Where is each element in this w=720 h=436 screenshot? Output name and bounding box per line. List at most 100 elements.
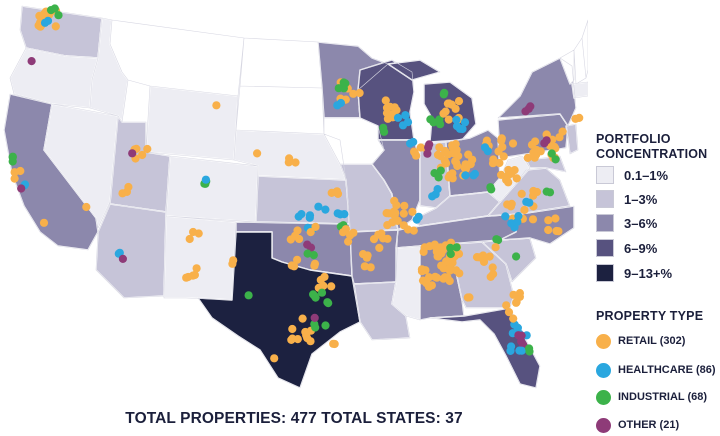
- property-marker-58: [291, 158, 300, 167]
- state-sd: [235, 85, 325, 135]
- property-marker-246: [494, 236, 503, 245]
- property-marker-152: [448, 174, 457, 183]
- property-marker-211: [551, 155, 560, 164]
- property-marker-415: [293, 255, 302, 264]
- property-type-industrial: INDUSTRIAL (68): [596, 388, 707, 406]
- property-marker-325: [419, 247, 428, 256]
- property-type-label: INDUSTRIAL (68): [618, 391, 708, 403]
- property-marker-83: [382, 103, 392, 112]
- state-wy: [145, 85, 239, 161]
- property-marker-417: [287, 261, 296, 270]
- property-marker-240: [544, 225, 553, 235]
- property-marker-247: [511, 252, 521, 261]
- retail-dot-icon: [596, 333, 611, 349]
- property-marker-261: [382, 209, 391, 218]
- property-marker-250: [399, 221, 408, 230]
- property-marker-291: [311, 222, 320, 231]
- property-marker-268: [400, 201, 409, 210]
- property-marker-386: [509, 314, 518, 323]
- property-marker-201: [527, 140, 537, 149]
- property-marker-353: [446, 243, 455, 252]
- property-marker-160: [428, 192, 437, 201]
- property-marker-165: [497, 136, 506, 145]
- property-marker-108: [444, 115, 453, 124]
- property-marker-398: [324, 299, 333, 308]
- property-marker-304: [362, 253, 371, 262]
- property-marker-305: [375, 243, 384, 252]
- property-marker-347: [451, 266, 461, 275]
- property-marker-99: [436, 120, 445, 129]
- property-marker-299: [341, 225, 350, 234]
- property-marker-396: [310, 291, 319, 300]
- property-marker-270: [390, 196, 399, 205]
- property-marker-95: [412, 151, 421, 160]
- property-marker-42: [118, 254, 127, 263]
- concentration-level-5: 9–13+%: [596, 263, 672, 283]
- property-marker-66: [355, 88, 364, 98]
- property-marker-408: [288, 334, 297, 343]
- property-marker-29: [39, 218, 49, 227]
- property-marker-421: [228, 259, 237, 268]
- property-marker-226: [503, 200, 512, 209]
- other-dot-icon: [596, 417, 611, 433]
- property-marker-262: [383, 221, 392, 230]
- concentration-title-line-1: PORTFOLIO: [596, 132, 671, 146]
- concentration-swatch: [596, 166, 614, 184]
- concentration-level-4: 6–9%: [596, 238, 657, 258]
- property-marker-213: [555, 133, 564, 142]
- property-marker-140: [441, 146, 450, 156]
- property-marker-383: [507, 342, 516, 351]
- property-marker-237: [532, 187, 542, 197]
- property-marker-367: [511, 298, 521, 307]
- concentration-level-3: 3–6%: [596, 213, 657, 233]
- portfolio-totals: TOTAL PROPERTIES: 477 TOTAL STATES: 37: [0, 410, 588, 428]
- property-marker-161: [433, 185, 442, 194]
- property-marker-286: [305, 211, 315, 220]
- property-marker-358: [485, 252, 494, 261]
- property-marker-216: [526, 102, 535, 111]
- property-marker-143: [461, 160, 470, 169]
- property-marker-103: [423, 149, 432, 158]
- property-marker-96: [416, 143, 425, 152]
- property-marker-73: [333, 101, 342, 110]
- property-markers: [8, 4, 584, 363]
- property-marker-422: [309, 251, 318, 260]
- property-marker-340: [432, 273, 441, 282]
- property-marker-35: [128, 149, 137, 158]
- property-marker-387: [504, 308, 514, 317]
- property-marker-170: [494, 147, 503, 156]
- property-marker-251: [409, 226, 418, 235]
- property-marker-346: [432, 247, 441, 256]
- property-marker-106: [454, 97, 464, 106]
- property-marker-157: [461, 171, 470, 180]
- property-marker-279: [321, 205, 330, 214]
- property-marker-86: [398, 121, 408, 130]
- property-marker-218: [575, 113, 584, 122]
- property-marker-0: [51, 22, 60, 31]
- concentration-swatch: [596, 264, 614, 282]
- property-marker-185: [497, 170, 506, 179]
- property-marker-385: [525, 347, 534, 356]
- property-marker-151: [468, 155, 477, 164]
- property-marker-327: [444, 265, 453, 274]
- property-marker-179: [512, 174, 521, 183]
- property-marker-307: [379, 234, 388, 243]
- property-type-legend-title: PROPERTY TYPE: [596, 309, 704, 323]
- concentration-swatch: [596, 239, 614, 257]
- property-marker-47: [201, 175, 210, 184]
- property-marker-369: [509, 290, 518, 299]
- property-marker-411: [321, 321, 330, 330]
- property-marker-378: [517, 331, 526, 340]
- property-marker-280: [314, 202, 323, 211]
- concentration-label: 9–13+%: [624, 265, 673, 281]
- property-marker-352: [452, 243, 461, 252]
- property-marker-150: [449, 141, 458, 150]
- property-marker-260: [399, 209, 408, 218]
- property-marker-114: [441, 107, 450, 116]
- property-marker-404: [298, 314, 307, 323]
- concentration-label: 6–9%: [624, 240, 658, 256]
- property-marker-18: [40, 18, 50, 27]
- property-marker-418: [270, 354, 279, 363]
- property-marker-324: [425, 242, 434, 251]
- property-type-healthcare: HEALTHCARE (86): [596, 361, 716, 379]
